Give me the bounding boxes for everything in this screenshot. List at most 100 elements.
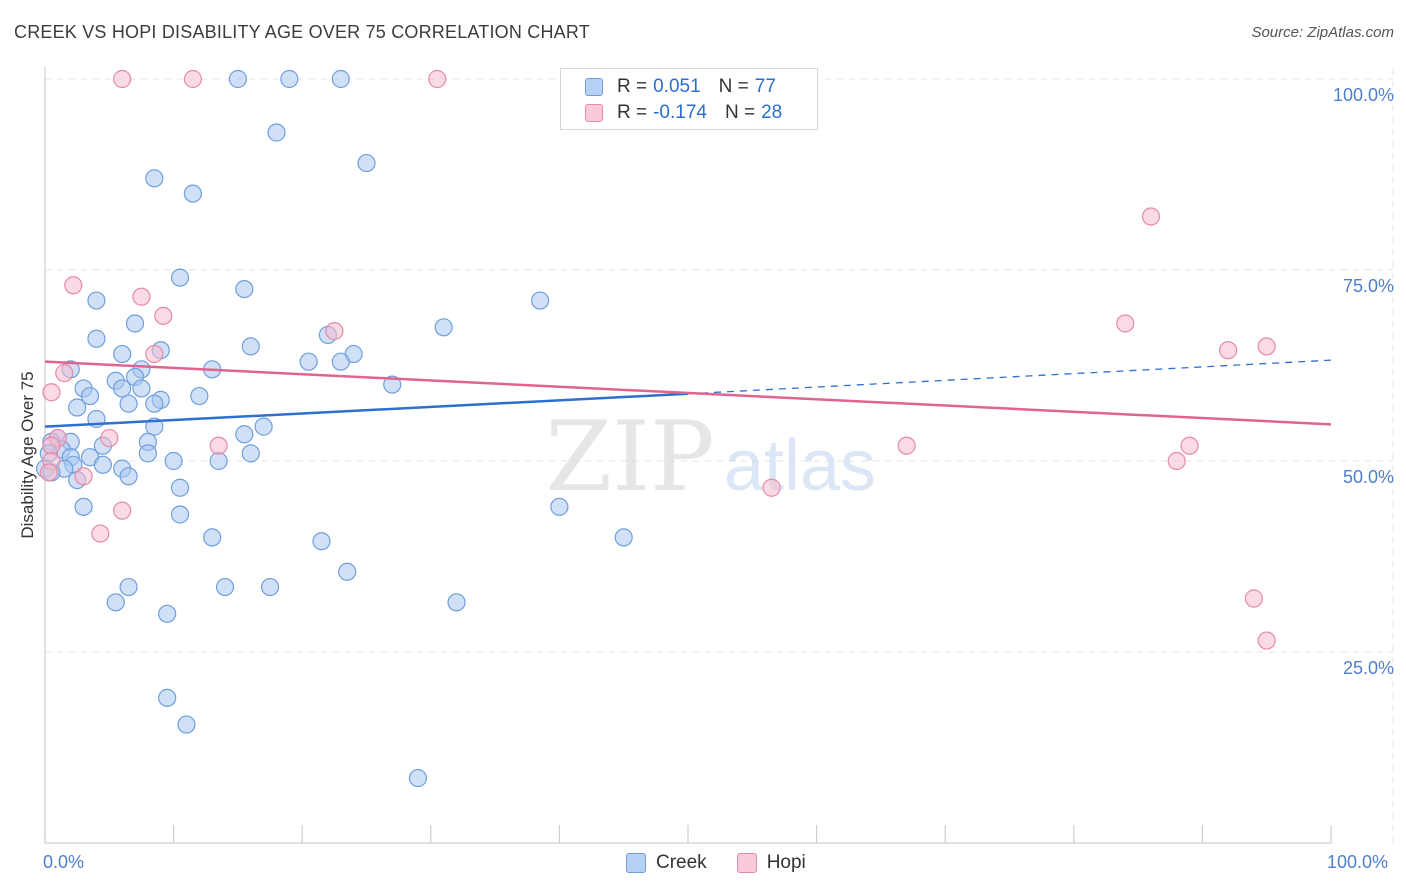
creek-point — [145, 394, 164, 413]
y-tick-label: 75.0% — [1342, 276, 1394, 296]
hopi-point — [209, 436, 228, 455]
legend-row-creek: R = 0.051 N = 77 — [585, 75, 776, 99]
legend-n-label: N = — [724, 102, 756, 123]
creek-point — [241, 337, 260, 356]
y-tick-label: 100.0% — [1332, 85, 1394, 105]
creek-point — [93, 455, 112, 474]
hopi-point — [428, 69, 447, 89]
creek-point — [113, 344, 132, 364]
creek-point — [434, 318, 453, 337]
hopi-legend-swatch — [736, 853, 757, 873]
creek-point — [183, 184, 202, 203]
creek-point — [138, 444, 157, 463]
legend-n-value: 28 — [761, 102, 783, 123]
watermark-zip: ZIP — [545, 401, 714, 513]
creek-point — [125, 314, 145, 333]
hopi-point — [1167, 451, 1186, 471]
creek-point — [170, 478, 190, 497]
hopi-point — [64, 276, 83, 295]
hopi-point — [145, 344, 164, 364]
creek-point — [203, 528, 222, 547]
creek-point — [68, 398, 87, 417]
legend-r-value: -0.174 — [653, 102, 707, 123]
creek-point — [338, 562, 357, 581]
creek-swatch — [585, 78, 603, 96]
legend-item-hopi: Hopi — [736, 852, 806, 874]
hopi-point — [39, 463, 58, 482]
x-tick-label: 0.0% — [43, 852, 85, 872]
hopi-point — [183, 69, 202, 89]
creek-point — [119, 467, 138, 486]
hopi-trend-line — [44, 360, 1332, 426]
legend-item-creek: Creek — [626, 852, 707, 874]
creek-point — [87, 291, 106, 310]
hopi-point — [55, 364, 74, 383]
legend-r-value: 0.051 — [653, 76, 701, 97]
hopi-legend-label: Hopi — [766, 852, 806, 873]
creek-point — [215, 577, 235, 597]
creek-point — [312, 532, 331, 551]
y-axis-label: Disability Age Over 75 — [18, 371, 37, 539]
legend-row-hopi: R = -0.174 N = 28 — [585, 101, 782, 125]
creek-point — [299, 352, 318, 371]
hopi-point — [42, 436, 61, 455]
chart-source: Source: ZipAtlas.com — [1251, 24, 1394, 41]
y-tick-label: 50.0% — [1342, 467, 1394, 487]
hopi-point — [762, 478, 781, 497]
creek-point — [119, 577, 138, 597]
creek-point — [209, 451, 228, 471]
x-tick-label: 100.0% — [1327, 852, 1389, 872]
creek-point — [190, 386, 209, 406]
creek-point — [614, 528, 633, 547]
hopi-point — [1257, 337, 1276, 356]
hopi-point — [42, 383, 61, 402]
creek-point — [254, 417, 273, 436]
creek-point — [408, 768, 428, 788]
legend-r-label: R = — [617, 76, 648, 97]
creek-point — [550, 497, 569, 516]
creek-point — [80, 386, 100, 406]
creek-point — [260, 577, 280, 597]
creek-point — [383, 375, 402, 394]
creek-point — [241, 444, 260, 463]
creek-point — [106, 593, 125, 612]
series-legend: Creek Hopi — [626, 852, 836, 874]
hopi-point — [1116, 314, 1135, 333]
watermark-atlas: atlas — [724, 426, 876, 506]
legend-n-label: N = — [718, 76, 749, 97]
creek-trend-line — [44, 392, 689, 428]
chart-title: CREEK VS HOPI DISABILITY AGE OVER 75 COR… — [14, 22, 590, 42]
creek-point — [235, 280, 254, 299]
creek-point — [119, 394, 138, 413]
hopi-point — [100, 428, 119, 448]
legend-r-label: R = — [617, 102, 648, 123]
hopi-point — [1257, 631, 1276, 650]
creek-point — [145, 169, 164, 188]
hopi-point — [74, 467, 93, 486]
creek-point — [87, 329, 106, 348]
hopi-swatch — [585, 104, 603, 122]
legend-n-value: 77 — [754, 76, 776, 97]
hopi-point — [113, 501, 132, 520]
creek-legend-swatch — [626, 853, 646, 873]
creek-point — [132, 379, 151, 398]
hopi-point — [1141, 207, 1161, 226]
creek-point — [331, 69, 350, 89]
creek-point — [447, 593, 466, 612]
creek-point — [228, 69, 247, 89]
creek-point — [267, 123, 286, 142]
creek-point — [113, 379, 132, 398]
hopi-point — [132, 287, 151, 306]
creek-point — [74, 497, 93, 516]
creek-point — [177, 715, 196, 734]
creek-point — [331, 352, 350, 371]
hopi-point — [897, 436, 916, 455]
creek-point — [164, 451, 183, 471]
hopi-point — [1180, 436, 1199, 455]
creek-legend-label: Creek — [656, 852, 707, 873]
hopi-point — [1219, 341, 1238, 360]
hopi-point — [154, 306, 173, 325]
y-tick-label: 25.0% — [1342, 658, 1394, 678]
creek-point — [158, 604, 177, 623]
